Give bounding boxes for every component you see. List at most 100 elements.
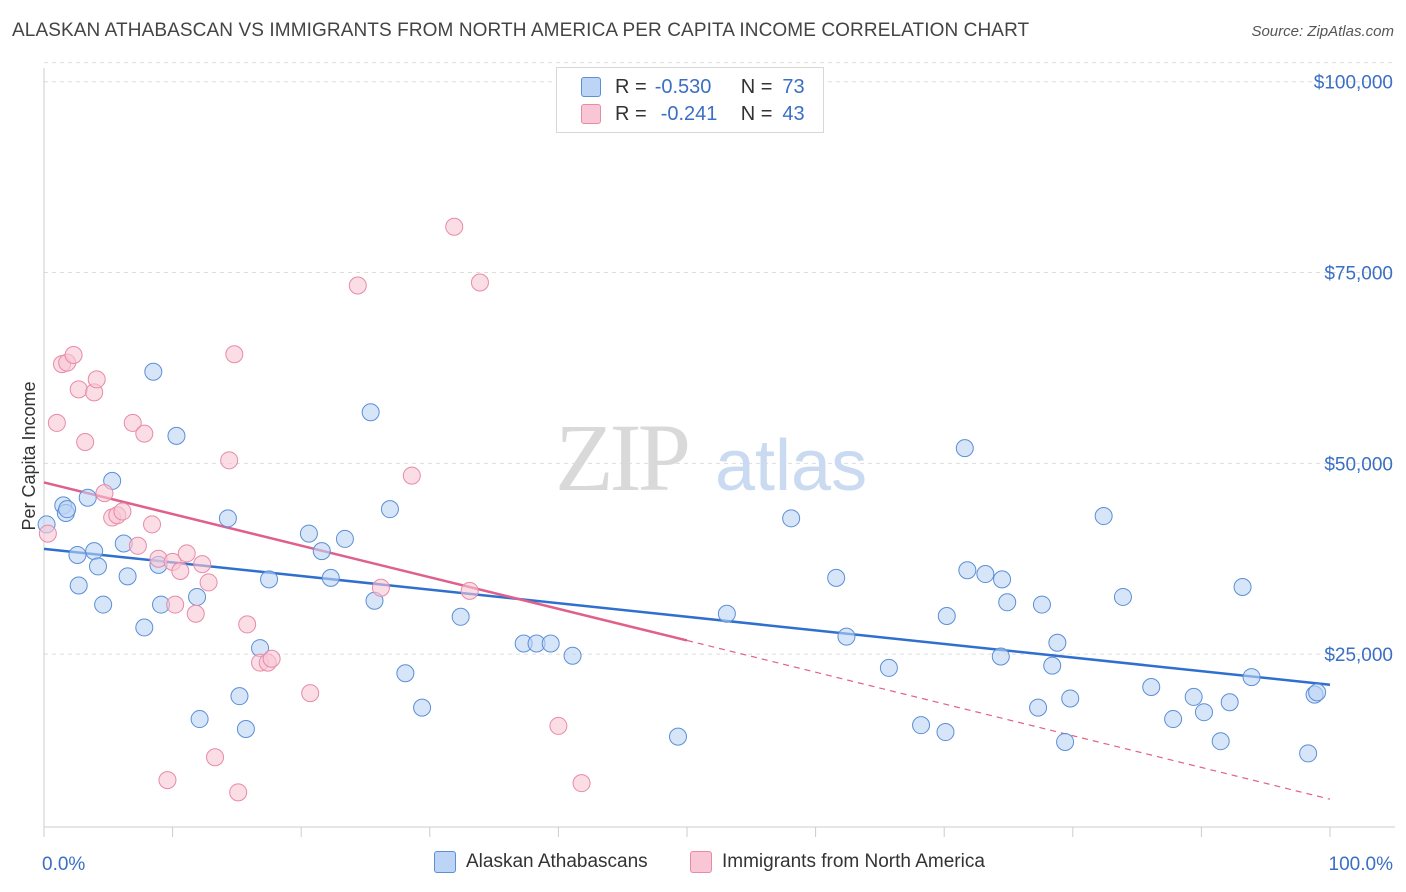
legend-item-alaskan-athabascans: Alaskan Athabascans [434, 851, 648, 873]
legend-n-label: N = [740, 75, 773, 98]
data-points [37, 217, 1327, 802]
athabascan-point [912, 716, 931, 735]
legend-r-value: -0.530 [654, 75, 712, 98]
athabascan-point [78, 488, 97, 507]
athabascan-point [998, 593, 1017, 612]
immigrant-point [220, 451, 239, 470]
athabascan-point [1094, 507, 1113, 526]
legend-swatch-blue [581, 77, 601, 97]
athabascan-point [167, 426, 186, 445]
athabascan-point [991, 647, 1010, 666]
athabascan-point [1032, 595, 1051, 614]
athabascan-point [236, 719, 255, 738]
y-tick-label: $25,000 [1324, 645, 1393, 666]
athabascan-point [413, 698, 432, 717]
athabascan-point [717, 604, 736, 623]
legend-swatch-blue [434, 851, 456, 873]
immigrant-point [371, 578, 390, 597]
legend-label: Alaskan Athabascans [466, 851, 648, 872]
immigrant-point [158, 771, 177, 790]
immigrant-point [301, 684, 320, 703]
immigrant-point [143, 515, 162, 534]
immigrant-point [549, 716, 568, 735]
immigrant-point [87, 370, 106, 389]
athabascan-point [1029, 698, 1048, 717]
immigrant-point [225, 345, 244, 364]
y-axis-label: Per Capita Income [19, 381, 39, 530]
legend-n-label: N = [740, 102, 773, 125]
athabascan-point [380, 500, 399, 519]
immigrant-point [128, 536, 147, 555]
trendlines [43, 481, 1331, 800]
legend-label: Immigrants from North America [722, 851, 985, 872]
legend-swatch-pink [690, 851, 712, 873]
immigrant-point [229, 783, 248, 802]
athabascan-point [190, 710, 209, 729]
athabascan-point [260, 570, 279, 589]
athabascan-point [1164, 710, 1183, 729]
athabascan-point [188, 587, 207, 606]
legend-r-label: R = [615, 102, 647, 125]
athabascan-point [58, 500, 77, 519]
athabascan-point [1233, 578, 1252, 597]
athabascan-point [563, 646, 582, 665]
athabascan-point [335, 529, 354, 548]
athabascan-point [1242, 668, 1261, 687]
y-tick-label: $50,000 [1324, 454, 1393, 475]
legend-row-blue: R = -0.530 N = 73 [581, 74, 805, 100]
athabascan-point [1194, 703, 1213, 722]
legend-n-value: 73 [782, 75, 805, 98]
athabascan-point [1211, 732, 1230, 751]
legend-swatch-pink [581, 104, 601, 124]
athabascan-point [118, 567, 137, 586]
athabascan-point [1142, 678, 1161, 697]
immigrant-point [193, 555, 212, 574]
athabascan-point [993, 570, 1012, 589]
athabascan-point [69, 576, 88, 595]
athabascan-point [1308, 683, 1327, 702]
legend-n-value: 43 [782, 102, 805, 125]
athabascan-point [312, 542, 331, 561]
athabascan-point [361, 403, 380, 422]
watermark-atlas: atlas [715, 426, 867, 506]
watermark-zip: ZIP [555, 404, 688, 511]
athabascan-point [1220, 693, 1239, 712]
axes [43, 68, 1395, 837]
athabascan-point [1043, 656, 1062, 675]
athabascan-point [976, 565, 995, 584]
legend-r-label: R = [615, 75, 647, 98]
athabascan-point [827, 568, 846, 587]
x-tick-label: 0.0% [42, 854, 85, 875]
athabascan-point [135, 618, 154, 637]
immigrant-point [238, 615, 257, 634]
athabascan-point [396, 664, 415, 683]
athabascan-point [1048, 633, 1067, 652]
immigrant-point [572, 774, 591, 793]
x-tick-label: 100.0% [1329, 854, 1394, 875]
immigrant-point [402, 466, 421, 485]
immigrant-point [123, 413, 142, 432]
athabascan-point [321, 568, 340, 587]
athabascan-point [94, 595, 113, 614]
immigrant-point [445, 217, 464, 236]
watermark: ZIP atlas [555, 404, 867, 511]
athabascan-point [1299, 744, 1318, 763]
athabascan-point [1184, 687, 1203, 706]
immigrant-point [69, 380, 88, 399]
athabascan-point [668, 727, 687, 746]
immigrant-point [460, 581, 479, 600]
athabascan-point [89, 557, 108, 576]
y-tick-label: $100,000 [1314, 73, 1393, 94]
immigrant-point [64, 345, 83, 364]
immigrant-point [177, 544, 196, 563]
athabascan-point [782, 509, 801, 528]
series-legend: Alaskan Athabascans Immigrants from Nort… [0, 851, 1406, 879]
immigrant-point [171, 561, 190, 580]
grid-lines [44, 62, 1395, 655]
immigrant-point [348, 276, 367, 295]
immigrant-point [113, 502, 132, 521]
athabascan-point [85, 542, 104, 561]
athabascan-point [144, 362, 163, 381]
correlation-legend: R = -0.530 N = 73 R = -0.241 N = 43 [556, 67, 824, 133]
legend-item-immigrants-north-america: Immigrants from North America [690, 851, 985, 873]
